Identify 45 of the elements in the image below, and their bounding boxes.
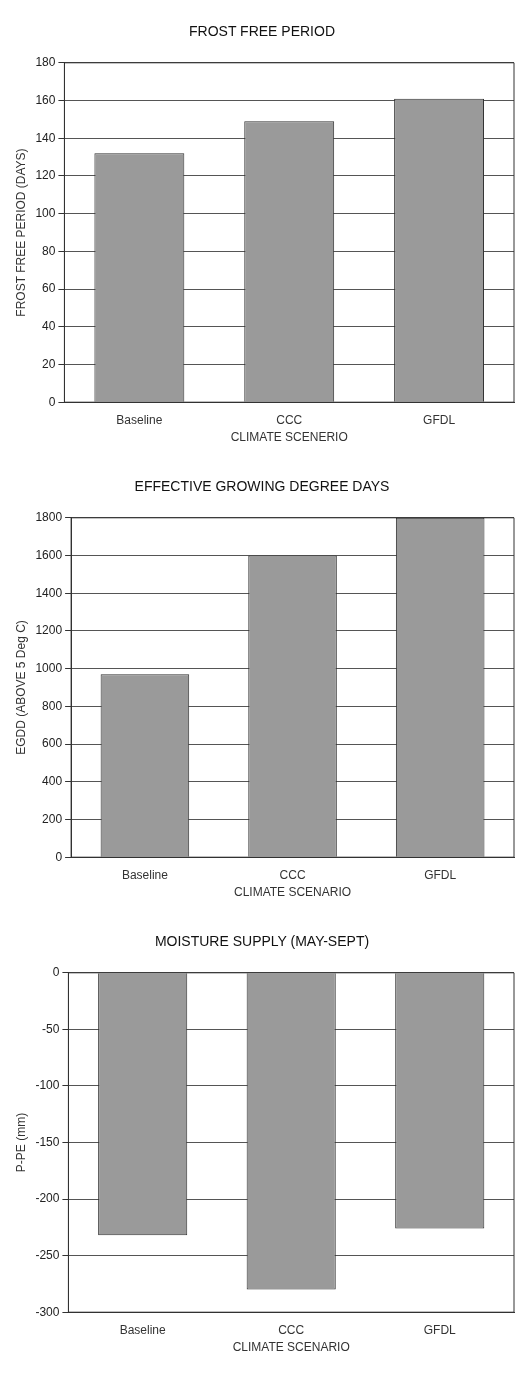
y-tick-label: 0 [48,394,56,409]
y-tick-label: 1000 [35,660,63,675]
y-tick-label: -100 [35,1078,60,1093]
y-tick-label: 1400 [35,585,63,600]
x-tick-label: CCC [276,412,303,427]
x-axis-title: CLIMATE SCENERIO [230,430,348,445]
y-tick-label: 120 [35,168,56,183]
chart-title: EFFECTIVE GROWING DEGREE DAYS [134,478,390,495]
y-tick-label: 80 [42,243,56,258]
y-tick-label: -200 [35,1191,60,1206]
y-axis-title: FROST FREE PERIOD (DAYS) [13,148,28,317]
x-axis-title: CLIMATE SCENARIO [233,885,352,900]
y-tick-label: 1800 [35,510,63,525]
y-tick-label: 800 [42,698,63,713]
y-tick-label: -50 [42,1021,60,1036]
y-tick-label: -150 [35,1134,60,1149]
x-tick-label: Baseline [116,412,163,427]
x-axis-title: CLIMATE SCENARIO [232,1340,350,1355]
x-tick-label: Baseline [119,1322,167,1337]
chart-title: FROST FREE PERIOD [189,23,335,40]
y-tick-label: -300 [35,1304,60,1319]
y-tick-label: 40 [42,319,56,334]
x-tick-label: GFDL [424,867,457,882]
y-tick-label: -250 [35,1247,60,1262]
y-tick-label: 0 [55,849,63,864]
x-tick-label: GFDL [423,412,456,427]
y-tick-label: 0 [52,965,60,980]
y-tick-label: 180 [35,55,56,70]
y-tick-label: 600 [42,736,63,751]
y-axis-title: EGDD (ABOVE 5 Deg C) [13,620,28,755]
chart-title: MOISTURE SUPPLY (MAY-SEPT) [154,933,370,950]
y-tick-label: 200 [42,811,63,826]
y-tick-label: 1200 [35,623,63,638]
x-tick-label: CCC [278,1322,305,1337]
x-tick-label: CCC [279,867,306,882]
y-tick-label: 60 [42,281,56,296]
y-tick-label: 160 [35,92,56,107]
y-tick-label: 20 [42,356,56,371]
x-tick-label: Baseline [121,867,169,882]
y-tick-label: 140 [35,130,56,145]
x-tick-label: GFDL [423,1322,457,1337]
y-tick-label: 400 [42,774,63,789]
y-tick-label: 1600 [35,547,63,562]
y-tick-label: 100 [35,205,56,220]
y-axis-title: P-PE (mm) [13,1112,28,1173]
